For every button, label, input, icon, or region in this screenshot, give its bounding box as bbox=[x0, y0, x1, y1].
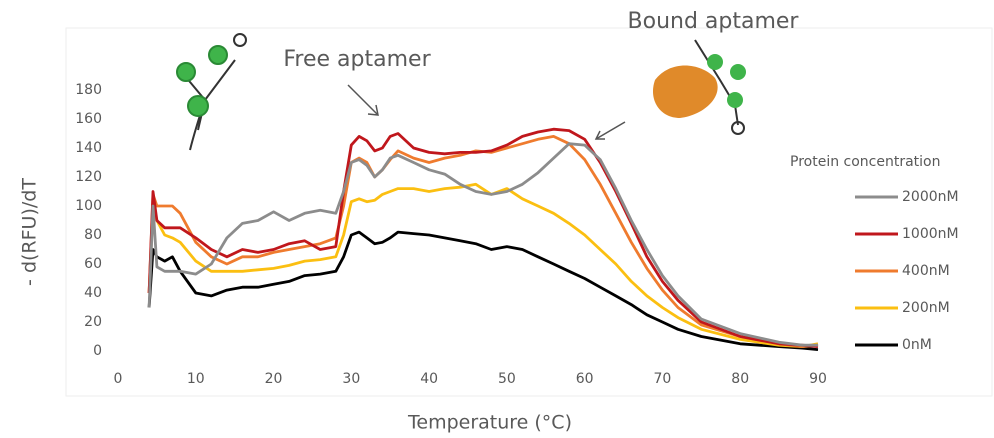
x-tick-label: 40 bbox=[420, 371, 438, 387]
series-line bbox=[147, 142, 818, 347]
bound-aptamer-icon bbox=[652, 39, 746, 135]
x-tick-label: 30 bbox=[342, 371, 360, 387]
x-tick-label: 50 bbox=[498, 371, 516, 387]
y-tick-label: 20 bbox=[84, 314, 102, 330]
y-tick-label: 180 bbox=[75, 82, 102, 98]
y-tick-label: 100 bbox=[75, 198, 102, 214]
arrow-head bbox=[594, 130, 605, 140]
y-tick-label: 0 bbox=[93, 343, 102, 359]
y-axis-title: - d(RFU)/dT bbox=[19, 178, 41, 286]
frame bbox=[65, 27, 993, 397]
y-tick-label: 80 bbox=[84, 227, 102, 243]
arrow bbox=[347, 84, 379, 116]
y-tick-label: 60 bbox=[84, 256, 102, 272]
y-tick-label: 140 bbox=[75, 140, 102, 156]
y-tick-label: 120 bbox=[75, 169, 102, 185]
x-tick-label: 0 bbox=[114, 371, 123, 387]
series-line bbox=[147, 230, 819, 351]
x-tick-label: 20 bbox=[265, 371, 283, 387]
series-line bbox=[147, 182, 819, 348]
annotation: Free aptamer bbox=[283, 47, 431, 72]
x-tick-label: 70 bbox=[654, 371, 672, 387]
x-tick-label: 90 bbox=[809, 371, 827, 387]
legend-label: 1000nM bbox=[902, 226, 959, 242]
legend-title: Protein concentration bbox=[790, 154, 941, 170]
free-aptamer-icon bbox=[176, 33, 247, 151]
arrow-head bbox=[367, 104, 379, 116]
series-line bbox=[147, 127, 819, 348]
arrow bbox=[595, 121, 626, 140]
legend-label: 0nM bbox=[902, 337, 932, 353]
y-tick-label: 160 bbox=[75, 111, 102, 127]
legend-label: 200nM bbox=[902, 300, 950, 316]
series-line bbox=[147, 135, 819, 348]
legend-label: 2000nM bbox=[902, 189, 959, 205]
annotation: Bound aptamer bbox=[628, 9, 800, 34]
x-tick-label: 60 bbox=[576, 371, 594, 387]
legend-label: 400nM bbox=[902, 263, 950, 279]
x-tick-label: 80 bbox=[731, 371, 749, 387]
x-axis-title: Temperature (°C) bbox=[407, 412, 572, 434]
y-tick-label: 40 bbox=[84, 285, 102, 301]
x-tick-label: 10 bbox=[187, 371, 205, 387]
